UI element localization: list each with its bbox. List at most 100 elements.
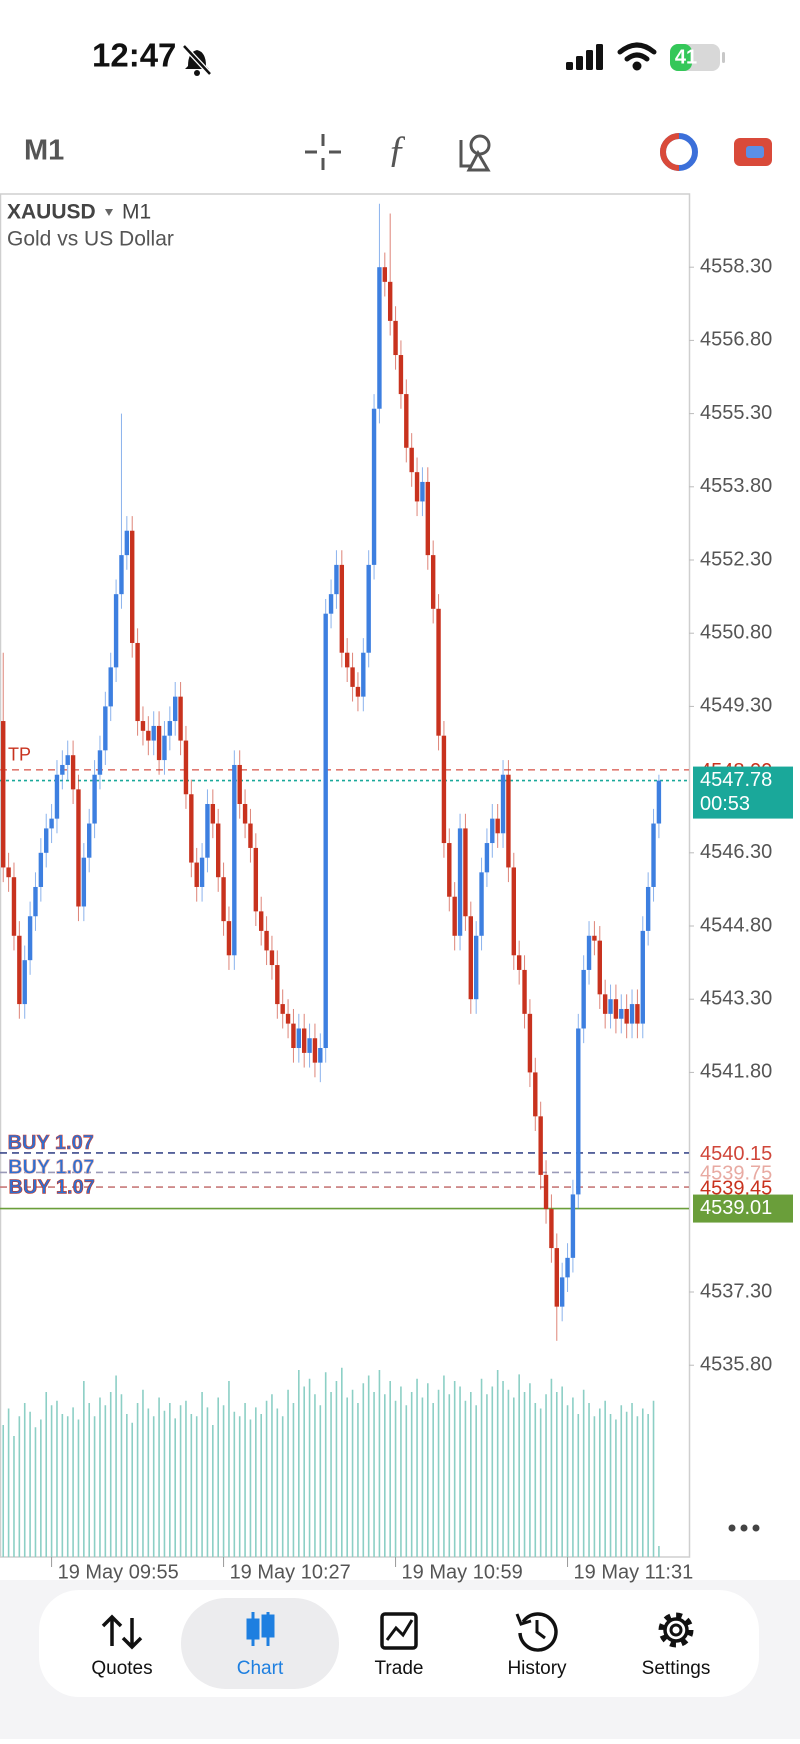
bar-timer: 00:53 (700, 793, 750, 815)
trade-icon[interactable] (734, 138, 772, 166)
candle-body (516, 955, 522, 970)
candle-body (344, 652, 350, 668)
nav-label[interactable]: History (507, 1658, 567, 1679)
candle-body (334, 564, 339, 595)
candle-body (404, 394, 409, 448)
candle-body (361, 652, 366, 697)
price-label: 4539.01 (700, 1197, 772, 1219)
nav-history[interactable]: History (507, 1612, 567, 1679)
nav-settings[interactable]: Settings (642, 1612, 711, 1679)
candle-body (65, 755, 70, 765)
nav-label[interactable]: Settings (642, 1658, 711, 1679)
candle-body (581, 969, 586, 1029)
candle-body (183, 740, 189, 795)
candle-body (264, 930, 269, 951)
symbol-description: Gold vs US Dollar (7, 228, 174, 251)
candle-body (189, 794, 194, 863)
candle-body (554, 1248, 559, 1307)
candle-body (430, 555, 436, 609)
candle-body (382, 267, 388, 282)
candle-body (570, 1194, 576, 1258)
candle-body (366, 564, 371, 653)
candle-body (651, 823, 656, 887)
candle-body (280, 1004, 285, 1014)
timeframe-button[interactable]: M1 (24, 135, 64, 167)
candle-body (339, 564, 345, 653)
candle-body (226, 921, 232, 956)
candle-body (54, 774, 60, 819)
bell-off-icon (182, 44, 212, 76)
candle-body (60, 764, 65, 775)
price-label: 4540.15 (700, 1143, 772, 1165)
nav-trade[interactable]: Trade (375, 1612, 424, 1679)
candle-body (221, 877, 226, 922)
candle-body (522, 969, 527, 1014)
candle-body (275, 965, 280, 1005)
candle-body (27, 916, 33, 961)
candle-body (22, 960, 27, 1005)
candle-body (194, 862, 199, 887)
candle-body (248, 823, 253, 848)
nav-active-pill (181, 1598, 339, 1689)
candle-body (624, 1008, 629, 1024)
candle-body (468, 916, 473, 1000)
y-tick-label: 4556.80 (700, 329, 772, 351)
nav-quotes[interactable]: Quotes (91, 1614, 153, 1679)
nav-bar (39, 1590, 759, 1697)
indicators-button[interactable]: ƒ (388, 129, 407, 171)
candle-body (635, 1004, 640, 1024)
nav-label[interactable]: Quotes (91, 1658, 152, 1679)
candle-body (495, 818, 500, 834)
candle-body (108, 667, 113, 707)
order-label: BUY 1.07 (8, 1157, 94, 1179)
y-tick-label: 4553.80 (700, 475, 772, 497)
candle-body (543, 1174, 549, 1210)
nav-label[interactable]: Trade (375, 1658, 424, 1679)
candle-body (130, 530, 135, 643)
candle-body (97, 750, 103, 775)
x-tick-label: 19 May 09:55 (58, 1561, 179, 1583)
candle-body (253, 847, 259, 912)
candle-body (151, 725, 156, 741)
plot (0, 203, 689, 1557)
account-icon[interactable] (660, 133, 698, 171)
candle-body (393, 320, 398, 356)
candle-body (38, 852, 44, 887)
candle-body (124, 530, 130, 556)
candle-body (269, 950, 275, 966)
candle-body (398, 355, 404, 395)
candle-body (436, 608, 441, 736)
candle-body (11, 877, 17, 936)
symbol[interactable]: XAUUSD (7, 201, 96, 224)
candle-body (199, 857, 205, 887)
price-label-box (693, 1194, 793, 1223)
chart-timeframe: M1 (122, 201, 151, 224)
candle-body (81, 857, 87, 907)
nav-label[interactable]: Chart (237, 1658, 284, 1679)
y-tick-label: 4550.80 (700, 621, 772, 643)
candle-body (484, 843, 490, 873)
candle-body (441, 735, 447, 844)
nav: Quotes Chart Trade History Settings (91, 1612, 710, 1679)
crosshair-button[interactable] (305, 134, 341, 170)
candle-body (216, 823, 221, 878)
order-label: BUY 1.07 (9, 1176, 95, 1198)
clock: 12:47 (92, 37, 176, 74)
candle-body (242, 804, 248, 824)
candle-body (420, 481, 425, 502)
price-label: 4539.75 (700, 1163, 772, 1185)
candle-body (307, 1038, 312, 1053)
candle-body (597, 940, 602, 995)
candle-body (549, 1209, 554, 1249)
candle-body (205, 804, 210, 858)
candle-body (565, 1257, 570, 1278)
objects-button[interactable] (459, 134, 491, 172)
y-tick-label: 4558.30 (700, 255, 772, 277)
symbol-dropdown[interactable] (105, 209, 113, 216)
more-button[interactable] (728, 1524, 760, 1532)
candle-body (533, 1072, 538, 1117)
x-tick-label: 19 May 10:59 (402, 1561, 523, 1583)
nav-chart[interactable]: Chart (237, 1612, 284, 1679)
candle-body (232, 764, 237, 956)
